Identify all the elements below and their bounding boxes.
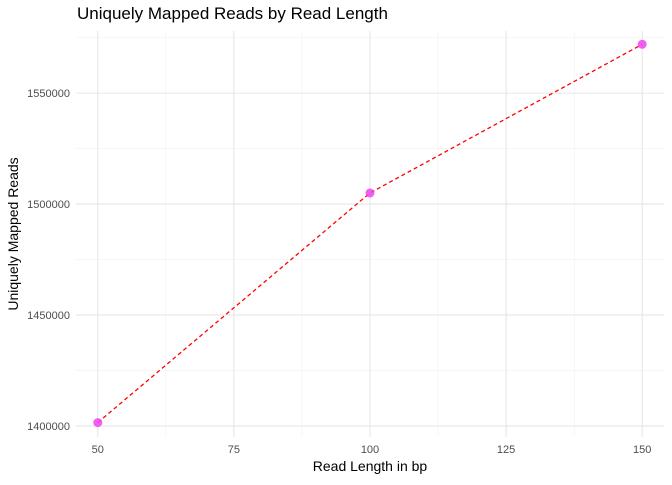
- chart-title: Uniquely Mapped Reads by Read Length: [77, 4, 388, 23]
- x-tick-label: 50: [92, 444, 104, 456]
- data-point: [637, 39, 647, 49]
- data-point: [365, 188, 375, 198]
- y-tick-label: 1400000: [27, 421, 70, 433]
- x-tick-label: 100: [361, 444, 379, 456]
- series-line: [97, 43, 643, 424]
- y-tick-label: 1550000: [27, 88, 70, 100]
- data-point: [93, 418, 103, 428]
- x-tick-label: 150: [633, 444, 651, 456]
- x-tick-label: 75: [228, 444, 240, 456]
- x-axis-label: Read Length in bp: [313, 458, 428, 474]
- y-tick-label: 1500000: [27, 199, 70, 211]
- y-axis-label: Uniquely Mapped Reads: [5, 157, 21, 310]
- y-tick-label: 1450000: [27, 310, 70, 322]
- x-tick-label: 125: [497, 444, 515, 456]
